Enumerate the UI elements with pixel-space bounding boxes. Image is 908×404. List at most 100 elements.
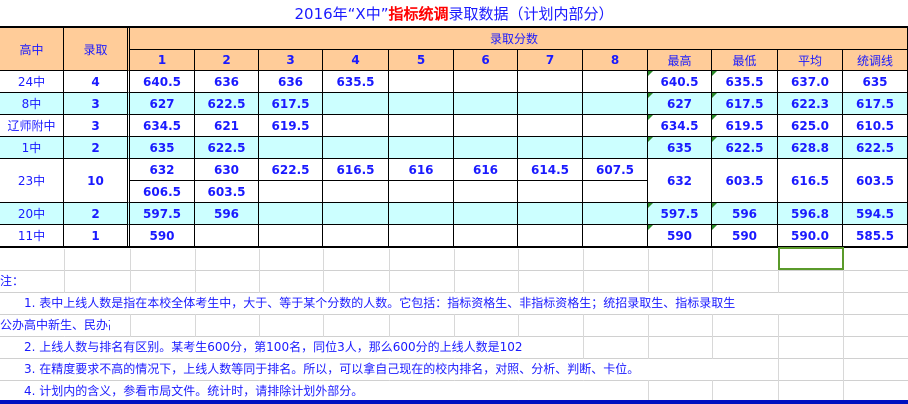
min-cell[interactable]: 590: [712, 225, 778, 247]
header-score-5[interactable]: 5: [389, 50, 454, 71]
admit-count[interactable]: 1: [64, 225, 130, 247]
school-name[interactable]: 11中: [0, 225, 64, 247]
score-cell[interactable]: [454, 115, 518, 137]
score-cell[interactable]: [518, 203, 583, 225]
score-cell[interactable]: [323, 203, 389, 225]
max-cell[interactable]: 634.5: [648, 115, 712, 137]
line-cell[interactable]: 610.5: [843, 115, 908, 137]
admit-count[interactable]: 2: [64, 203, 130, 225]
score-cell[interactable]: 616: [454, 159, 518, 181]
max-cell[interactable]: 635: [648, 137, 712, 159]
score-cell[interactable]: 616: [389, 159, 454, 181]
score-cell[interactable]: 617.5: [259, 93, 323, 115]
score-cell[interactable]: 614.5: [518, 159, 583, 181]
score-cell[interactable]: [259, 203, 323, 225]
avg-cell[interactable]: 616.5: [778, 159, 843, 203]
score-cell[interactable]: 630: [195, 159, 259, 181]
avg-cell[interactable]: 625.0: [778, 115, 843, 137]
score-cell[interactable]: [518, 225, 583, 247]
score-cell[interactable]: 622.5: [259, 159, 323, 181]
score-cell[interactable]: 632: [130, 159, 195, 181]
header-score-7[interactable]: 7: [518, 50, 583, 71]
header-score-6[interactable]: 6: [454, 50, 518, 71]
score-cell[interactable]: 635.5: [323, 71, 389, 93]
avg-cell[interactable]: 590.0: [778, 225, 843, 247]
score-cell[interactable]: 607.5: [583, 159, 648, 181]
score-cell[interactable]: 636: [259, 71, 323, 93]
admit-count[interactable]: 2: [64, 137, 130, 159]
score-cell[interactable]: [583, 137, 648, 159]
header-school[interactable]: 高中: [0, 28, 64, 71]
header-score-4[interactable]: 4: [323, 50, 389, 71]
score-cell[interactable]: [583, 71, 648, 93]
max-cell[interactable]: 640.5: [648, 71, 712, 93]
score-cell[interactable]: 636: [195, 71, 259, 93]
score-cell[interactable]: [323, 93, 389, 115]
max-cell[interactable]: 632: [648, 159, 712, 203]
score-cell[interactable]: [323, 181, 389, 203]
line-cell[interactable]: 594.5: [843, 203, 908, 225]
max-cell[interactable]: 590: [648, 225, 712, 247]
header-min[interactable]: 最低: [712, 50, 778, 71]
score-cell[interactable]: [518, 115, 583, 137]
admit-count[interactable]: 3: [64, 93, 130, 115]
score-cell[interactable]: [583, 181, 648, 203]
score-cell[interactable]: 606.5: [130, 181, 195, 203]
score-cell[interactable]: [518, 137, 583, 159]
score-cell[interactable]: [454, 225, 518, 247]
line-cell[interactable]: 622.5: [843, 137, 908, 159]
school-name[interactable]: 8中: [0, 93, 64, 115]
score-cell[interactable]: 640.5: [130, 71, 195, 93]
score-cell[interactable]: [259, 181, 323, 203]
header-max[interactable]: 最高: [648, 50, 712, 71]
admit-count[interactable]: 4: [64, 71, 130, 93]
avg-cell[interactable]: 596.8: [778, 203, 843, 225]
line-cell[interactable]: 617.5: [843, 93, 908, 115]
selected-cell[interactable]: [778, 247, 844, 270]
avg-cell[interactable]: 637.0: [778, 71, 843, 93]
line-cell[interactable]: 603.5: [843, 159, 908, 203]
header-line[interactable]: 统调线: [843, 50, 908, 71]
score-cell[interactable]: [323, 225, 389, 247]
score-cell[interactable]: [389, 225, 454, 247]
score-cell[interactable]: [583, 225, 648, 247]
score-cell[interactable]: [259, 225, 323, 247]
max-cell[interactable]: 627: [648, 93, 712, 115]
score-cell[interactable]: [583, 203, 648, 225]
admit-count[interactable]: 3: [64, 115, 130, 137]
score-cell[interactable]: 597.5: [130, 203, 195, 225]
score-cell[interactable]: [389, 203, 454, 225]
score-cell[interactable]: [454, 71, 518, 93]
line-cell[interactable]: 585.5: [843, 225, 908, 247]
school-name[interactable]: 20中: [0, 203, 64, 225]
score-cell[interactable]: [389, 93, 454, 115]
score-cell[interactable]: 621: [195, 115, 259, 137]
score-cell[interactable]: [323, 115, 389, 137]
score-cell[interactable]: [518, 93, 583, 115]
school-name[interactable]: 23中: [0, 159, 64, 203]
score-cell[interactable]: [195, 225, 259, 247]
score-cell[interactable]: [389, 115, 454, 137]
header-score-1[interactable]: 1: [130, 50, 195, 71]
avg-cell[interactable]: 622.3: [778, 93, 843, 115]
header-score-3[interactable]: 3: [259, 50, 323, 71]
min-cell[interactable]: 635.5: [712, 71, 778, 93]
score-cell[interactable]: [259, 137, 323, 159]
score-cell[interactable]: 590: [130, 225, 195, 247]
score-cell[interactable]: 634.5: [130, 115, 195, 137]
min-cell[interactable]: 603.5: [712, 159, 778, 203]
score-cell[interactable]: [583, 93, 648, 115]
min-cell[interactable]: 619.5: [712, 115, 778, 137]
score-cell[interactable]: [454, 203, 518, 225]
score-cell[interactable]: [583, 115, 648, 137]
score-cell[interactable]: [389, 181, 454, 203]
header-score-8[interactable]: 8: [583, 50, 648, 71]
school-name[interactable]: 辽师附中: [0, 115, 64, 137]
avg-cell[interactable]: 628.8: [778, 137, 843, 159]
score-cell[interactable]: [454, 93, 518, 115]
score-cell[interactable]: [389, 71, 454, 93]
score-cell[interactable]: 635: [130, 137, 195, 159]
score-cell[interactable]: 622.5: [195, 137, 259, 159]
min-cell[interactable]: 596: [712, 203, 778, 225]
header-admit[interactable]: 录取: [64, 28, 130, 71]
